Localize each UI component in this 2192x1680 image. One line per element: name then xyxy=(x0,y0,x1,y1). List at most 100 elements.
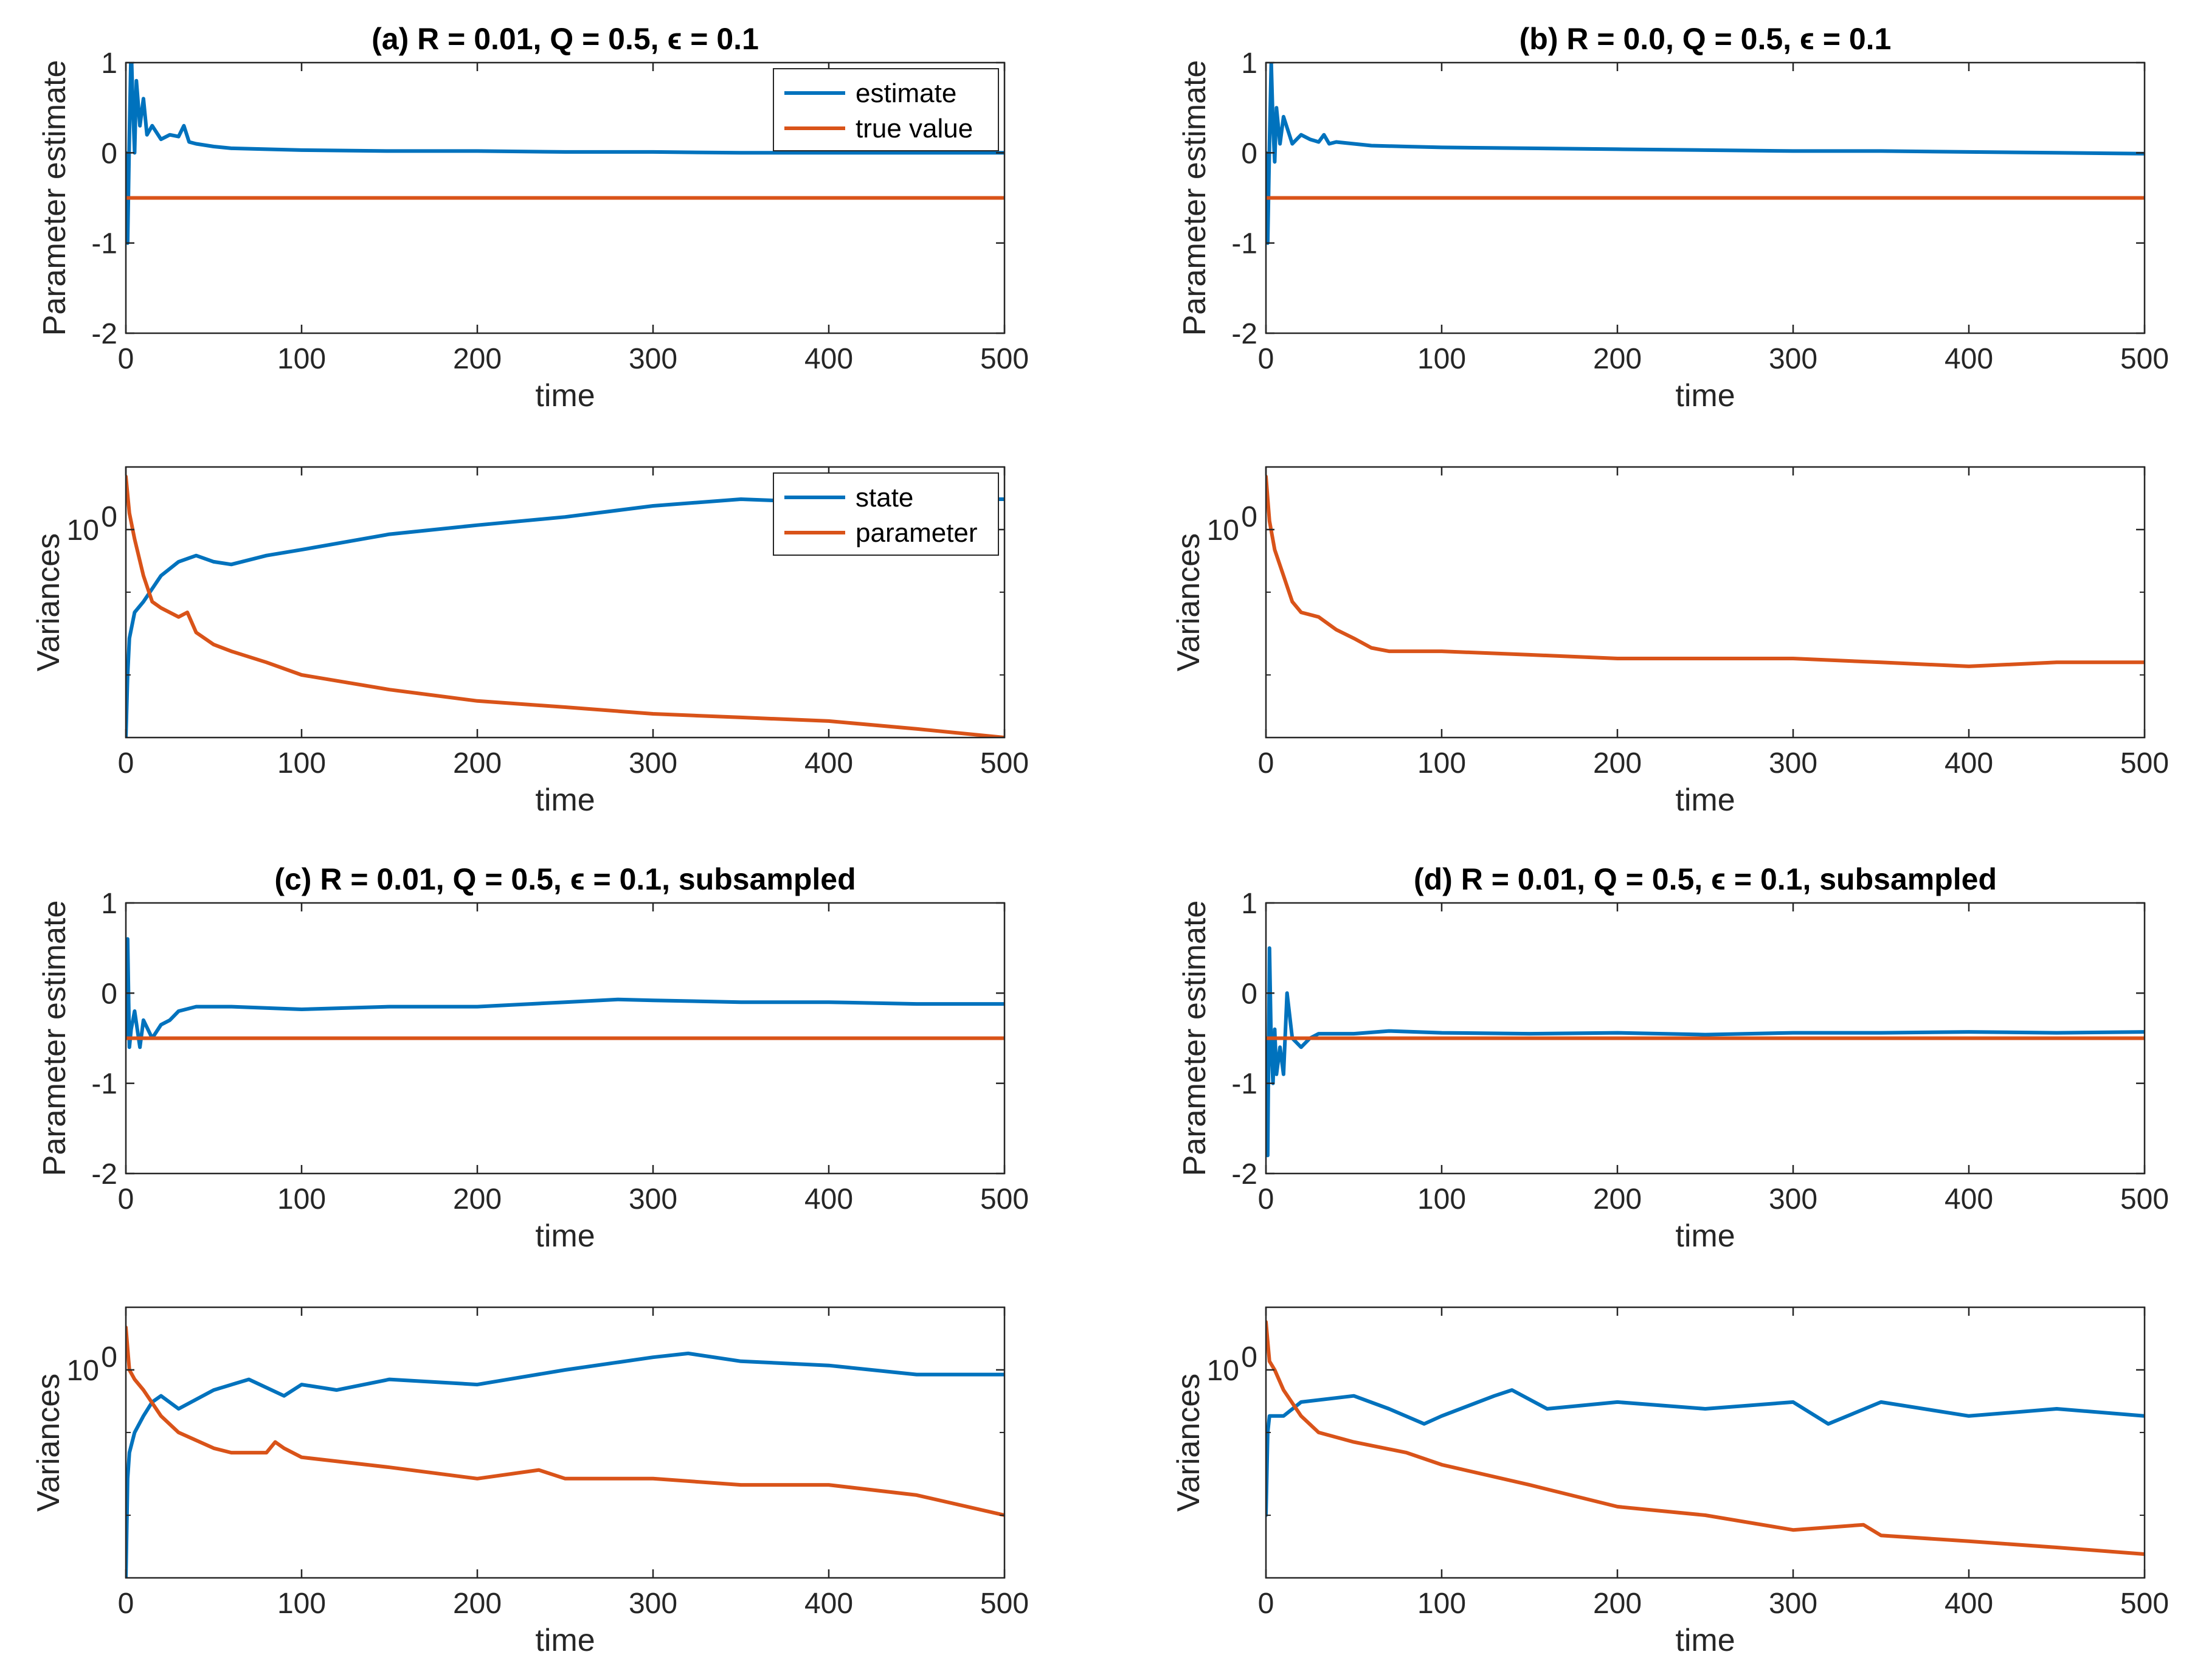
series-line-parameter xyxy=(1266,1320,2145,1556)
y-tick-exponent: 0 xyxy=(1241,501,1257,533)
panel-d_param: 0 100 200 300 400 500 -2 -1 0 1 time Parameter esti… xyxy=(1177,862,2169,1254)
x-tick-label: 0 xyxy=(1258,1588,1274,1620)
chart-title: (c) R = 0.01, Q = 0.5, ϵ = 0.1, subsampl… xyxy=(274,862,856,896)
y-axis-label: Parameter estimate xyxy=(1177,900,1212,1177)
y-tick-label: 0 xyxy=(1241,978,1257,1010)
x-tick-label: 400 xyxy=(1945,1588,1993,1620)
panel-c_param: 0 100 200 300 400 500 -2 -1 0 1 time Parameter esti… xyxy=(37,862,1029,1254)
y-tick-label: 0 xyxy=(1241,137,1257,170)
x-tick-label: 500 xyxy=(2120,747,2169,780)
x-tick-label: 400 xyxy=(804,343,853,375)
legend-label: estimate xyxy=(856,78,956,108)
y-tick-label: 10 xyxy=(67,1355,99,1387)
y-tick-label: 1 xyxy=(101,47,117,80)
x-tick-label: 300 xyxy=(629,1183,677,1215)
y-tick-label: -1 xyxy=(1231,228,1257,260)
series-line-estimate xyxy=(126,937,1004,1049)
y-axis-label: Variances xyxy=(1171,533,1206,671)
x-axis-label: time xyxy=(1675,1623,1735,1658)
y-tick-label: 1 xyxy=(101,888,117,920)
y-tick-exponent: 0 xyxy=(1241,1341,1257,1374)
x-tick-label: 0 xyxy=(118,1183,134,1215)
series-line-state xyxy=(1266,1388,2145,1517)
x-tick-label: 500 xyxy=(2120,1588,2169,1620)
x-tick-label: 0 xyxy=(118,747,134,780)
axes-frame xyxy=(1265,61,2146,334)
x-tick-label: 200 xyxy=(453,1183,502,1215)
y-tick-label: 1 xyxy=(1241,47,1257,80)
axes-frame xyxy=(1265,466,2146,739)
x-tick-label: 0 xyxy=(118,343,134,375)
x-tick-label: 500 xyxy=(980,1183,1029,1215)
axes-frame xyxy=(125,1306,1006,1579)
x-tick-label: 0 xyxy=(118,1588,134,1620)
x-tick-label: 400 xyxy=(804,747,853,780)
x-tick-label: 200 xyxy=(1593,1183,1642,1215)
y-tick-label: -1 xyxy=(91,1068,117,1101)
y-tick-label: -2 xyxy=(91,1158,117,1191)
x-tick-label: 400 xyxy=(1945,343,1993,375)
axes-frame xyxy=(1265,1306,2146,1579)
series-line-estimate xyxy=(1266,63,2145,245)
series-line-state xyxy=(126,497,1004,738)
x-axis-label: time xyxy=(535,378,595,413)
chart-title: (b) R = 0.0, Q = 0.5, ϵ = 0.1 xyxy=(1520,22,1892,56)
y-tick-label: -2 xyxy=(1231,318,1257,350)
y-tick-exponent: 0 xyxy=(101,1341,117,1374)
x-tick-label: 500 xyxy=(980,747,1029,780)
x-tick-label: 100 xyxy=(277,747,326,780)
y-tick-exponent: 0 xyxy=(101,501,117,533)
y-axis-label: Variances xyxy=(31,533,66,671)
y-axis-label: Parameter estimate xyxy=(37,60,72,336)
series-line-parameter xyxy=(1266,474,2145,668)
x-tick-label: 100 xyxy=(277,343,326,375)
legend: estimate true value xyxy=(773,68,999,151)
y-tick-label: 0 xyxy=(101,137,117,170)
x-axis-label: time xyxy=(535,1623,595,1658)
x-tick-label: 200 xyxy=(453,1588,502,1620)
panel-b_param: 0 100 200 300 400 500 -2 -1 0 1 time Parameter esti… xyxy=(1177,22,2169,413)
axes-frame xyxy=(125,466,1006,739)
x-tick-label: 500 xyxy=(980,343,1029,375)
axes-frame xyxy=(125,902,1006,1175)
y-tick-label: 10 xyxy=(1207,1355,1239,1387)
x-tick-label: 400 xyxy=(804,1588,853,1620)
series-line-estimate xyxy=(126,63,1004,245)
axes-frame xyxy=(1265,902,2146,1175)
x-tick-label: 100 xyxy=(1417,1588,1466,1620)
x-tick-label: 300 xyxy=(1769,343,1817,375)
y-tick-label: -2 xyxy=(1231,1158,1257,1191)
x-axis-label: time xyxy=(535,1219,595,1254)
legend: state parameter xyxy=(773,472,999,556)
x-axis-label: time xyxy=(535,783,595,818)
x-tick-label: 300 xyxy=(1769,747,1817,780)
panel-a_param: 0 100 200 300 400 500 -2 -1 0 1 time Parameter esti… xyxy=(37,22,1029,413)
x-tick-label: 300 xyxy=(1769,1183,1817,1215)
series-line-state xyxy=(126,1351,1004,1578)
x-tick-label: 200 xyxy=(1593,343,1642,375)
series-line-parameter xyxy=(126,474,1004,738)
x-tick-label: 200 xyxy=(453,747,502,780)
y-axis-label: Parameter estimate xyxy=(1177,60,1212,336)
x-tick-label: 200 xyxy=(453,343,502,375)
y-tick-label: 0 xyxy=(101,978,117,1010)
x-tick-label: 300 xyxy=(629,1588,677,1620)
y-tick-label: -1 xyxy=(91,228,117,260)
y-axis-label: Variances xyxy=(1171,1374,1206,1512)
y-tick-label: 10 xyxy=(1207,514,1239,547)
y-tick-label: -2 xyxy=(91,318,117,350)
series-line-parameter xyxy=(126,1326,1004,1517)
y-tick-label: 1 xyxy=(1241,888,1257,920)
x-tick-label: 0 xyxy=(1258,343,1274,375)
legend-label: true value xyxy=(856,114,973,143)
x-tick-label: 400 xyxy=(804,1183,853,1215)
y-axis-label: Variances xyxy=(31,1374,66,1512)
x-tick-label: 0 xyxy=(1258,747,1274,780)
legend-box xyxy=(773,68,999,151)
x-tick-label: 400 xyxy=(1945,1183,1993,1215)
